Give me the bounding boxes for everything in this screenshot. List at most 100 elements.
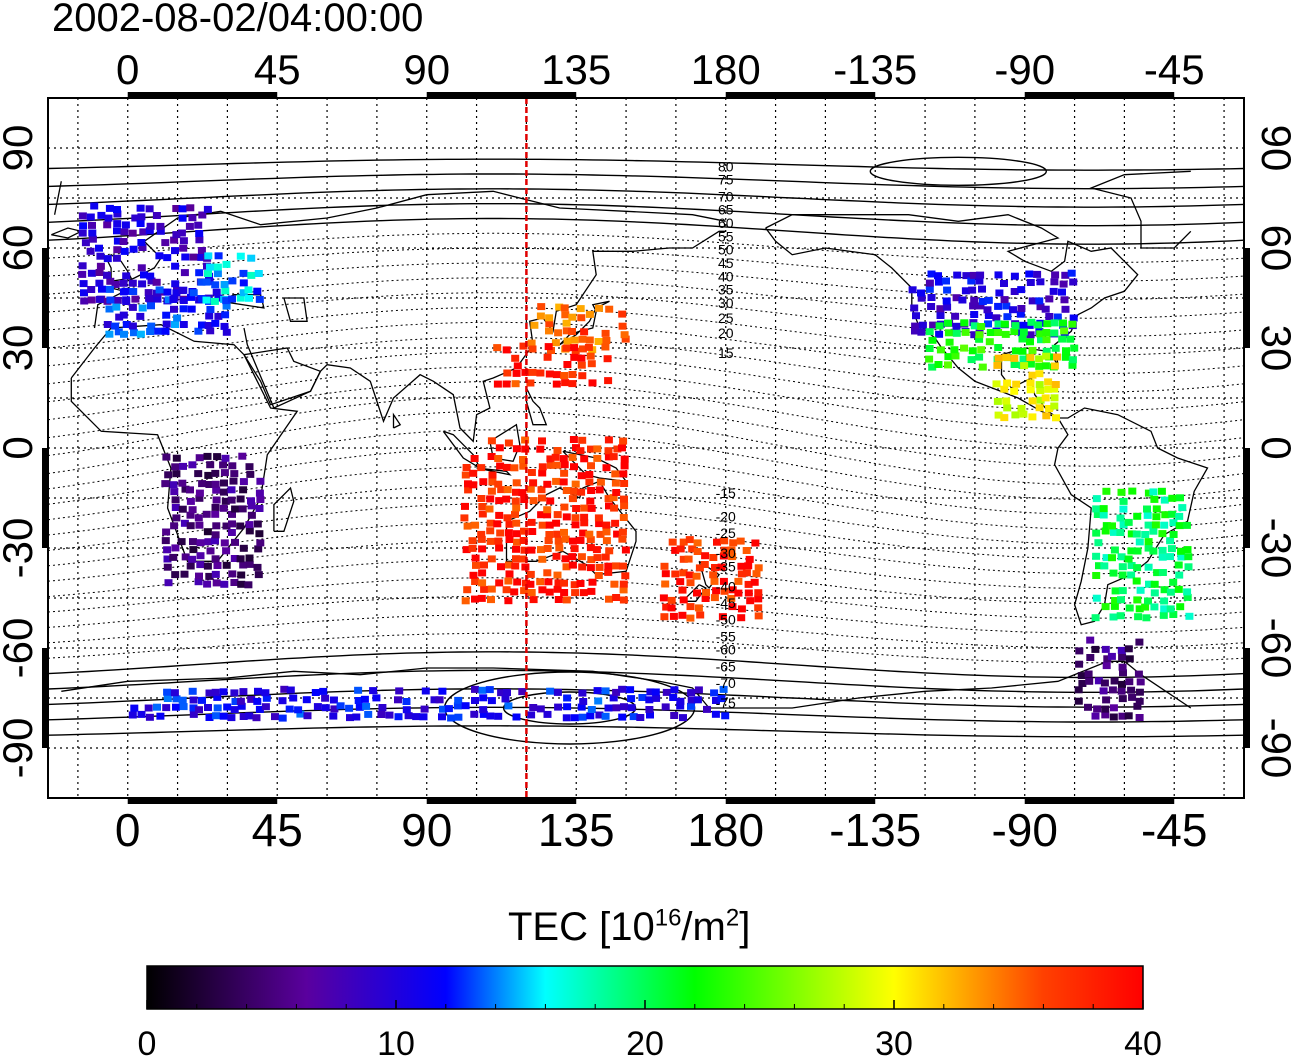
tec-cell	[1144, 544, 1153, 552]
tec-cell	[1124, 555, 1133, 563]
tec-cell	[967, 277, 976, 285]
tec-cell	[694, 604, 703, 612]
tec-cell	[485, 686, 494, 694]
tec-cell	[164, 471, 173, 479]
tec-cell	[505, 536, 514, 543]
tec-cell	[505, 570, 514, 578]
tec-cell	[1118, 663, 1127, 671]
tec-cell	[976, 271, 985, 279]
tec-cell	[212, 288, 221, 296]
tec-cell	[354, 686, 363, 694]
tec-cell	[122, 298, 131, 305]
tec-cell	[667, 604, 676, 612]
tec-cell	[487, 697, 496, 705]
tec-cell	[620, 502, 629, 510]
tec-cell	[1117, 596, 1125, 604]
tec-cell	[144, 704, 153, 712]
tec-cell	[502, 586, 511, 594]
tec-cell	[927, 303, 936, 310]
tec-cell	[1028, 397, 1037, 405]
tec-cell	[1134, 670, 1143, 678]
top-longitude-labels: 0 45 90 135 180 -135 -90 -45	[116, 46, 1205, 93]
tec-cell	[1149, 527, 1158, 535]
tec-cell	[231, 505, 240, 513]
frame-ticks	[42, 92, 1250, 804]
geomag-contour	[48, 336, 1244, 393]
tec-cell	[247, 497, 255, 505]
tec-cell	[536, 369, 545, 377]
tec-cell	[194, 221, 203, 229]
tec-cell	[526, 379, 535, 387]
tec-cell	[171, 463, 180, 471]
tec-cell	[478, 569, 487, 577]
tec-cell	[120, 247, 129, 255]
tec-cell	[504, 597, 513, 605]
tec-cell	[1116, 514, 1125, 522]
tec-cell	[80, 289, 88, 297]
tec-cell	[206, 306, 215, 313]
coastline	[53, 170, 1192, 249]
tec-cell	[495, 511, 504, 519]
tec-cell	[1133, 564, 1142, 572]
tec-cell	[161, 239, 170, 247]
tec-cell	[203, 562, 212, 570]
tec-cell	[1118, 653, 1127, 661]
tec-cell	[585, 336, 594, 344]
tec-cell	[530, 321, 539, 329]
tec-cell	[605, 547, 614, 555]
tec-cell	[503, 369, 512, 377]
tec-cell	[613, 445, 622, 453]
tec-cell	[544, 537, 553, 545]
tec-cell	[1036, 278, 1045, 286]
contour-label: 40	[718, 268, 734, 284]
tec-cell	[945, 338, 954, 346]
tec-cell	[88, 221, 96, 229]
tec-cell	[106, 296, 115, 304]
tec-cell	[1150, 580, 1159, 588]
tec-cell	[1053, 353, 1061, 361]
tec-cell	[587, 462, 595, 470]
tec-cell	[609, 494, 618, 502]
tec-cell	[678, 586, 687, 594]
tec-cell	[975, 353, 984, 361]
tec-cell	[95, 295, 104, 303]
tec-cell	[1102, 696, 1111, 704]
tec-cell	[186, 562, 195, 570]
tec-cell	[195, 454, 204, 462]
tec-cell	[162, 453, 171, 461]
tec-cell	[559, 455, 568, 463]
tec-cell	[222, 547, 231, 555]
tec-cell	[594, 572, 603, 579]
tec-cell	[994, 320, 1003, 328]
tec-cell	[86, 247, 95, 255]
tec-cell	[206, 461, 215, 469]
tec-cell	[1093, 705, 1102, 713]
tec-cell	[568, 561, 577, 569]
tec-cell	[553, 511, 562, 519]
tec-cell	[245, 527, 254, 535]
tec-cell	[1143, 511, 1152, 519]
tec-cell	[529, 497, 538, 505]
tec-cell	[1091, 712, 1100, 720]
tec-cell	[502, 380, 511, 388]
tec-cell	[105, 305, 114, 313]
tec-cell	[230, 555, 239, 562]
tec-cell	[511, 354, 520, 362]
tec-cell	[911, 327, 919, 335]
tec-cell	[177, 229, 186, 237]
contour-label: 75	[718, 172, 734, 188]
tec-cell	[545, 521, 554, 529]
left-lat-label: 0	[0, 436, 41, 459]
tec-cell	[619, 580, 628, 588]
tec-cell	[1103, 655, 1112, 663]
tec-cell	[554, 596, 563, 603]
tec-cell	[254, 687, 262, 695]
frame-tick-bar-right	[1244, 248, 1250, 348]
tec-cell	[96, 262, 105, 270]
tec-cell	[187, 305, 196, 313]
tec-cell	[164, 579, 173, 587]
tec-cell	[230, 706, 239, 714]
tec-cell	[693, 539, 702, 547]
tec-cell	[463, 522, 472, 530]
